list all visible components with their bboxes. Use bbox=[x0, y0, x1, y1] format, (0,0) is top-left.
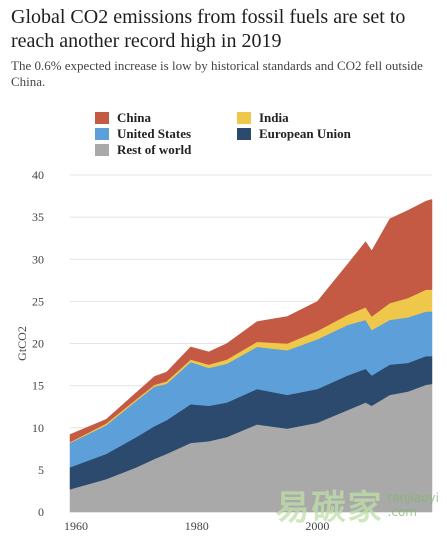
y-tick-label-8: 40 bbox=[32, 168, 44, 182]
x-tick-label-1: 1980 bbox=[185, 519, 209, 533]
legend-swatch-united-states bbox=[95, 128, 109, 140]
legend-label-rest-of-world: Rest of world bbox=[117, 142, 192, 157]
legend-item-united-states: United States bbox=[95, 126, 191, 142]
area-china bbox=[69, 199, 433, 443]
y-tick-label-3: 15 bbox=[32, 379, 44, 393]
watermark-latin-bottom: .com bbox=[387, 504, 417, 519]
y-tick-label-1: 5 bbox=[38, 463, 44, 477]
legend-item-rest-of-world: Rest of world bbox=[95, 142, 191, 158]
legend-swatch-china bbox=[95, 112, 109, 124]
y-tick-label-2: 10 bbox=[32, 421, 44, 435]
y-axis-label: GtCO2 bbox=[15, 326, 29, 361]
chart-plot: 0 5 10 15 20 25 30 35 40 1960 1980 2000 GtCO2 bbox=[15, 168, 433, 533]
legend-swatch-india bbox=[237, 112, 251, 124]
legend: China India United States European Union… bbox=[0, 110, 447, 160]
watermark-chinese: 易碳家 bbox=[275, 488, 384, 528]
legend-label-united-states: United States bbox=[117, 126, 192, 141]
watermark-latin: tanjiaoyi .com bbox=[388, 491, 439, 519]
chart-title: Global CO2 emissions from fossil fuels a… bbox=[11, 6, 406, 52]
legend-item-india: India bbox=[237, 110, 289, 126]
x-tick-label-0: 1960 bbox=[64, 519, 88, 533]
watermark: 易碳家 tanjiaoyi .com bbox=[276, 480, 439, 529]
legend-swatch-rest-of-world bbox=[95, 144, 109, 156]
legend-label-china: China bbox=[117, 110, 151, 125]
legend-swatch-european-union bbox=[237, 128, 251, 140]
y-tick-label-4: 20 bbox=[32, 337, 44, 351]
y-tick-label-5: 25 bbox=[32, 294, 44, 308]
legend-item-china: China bbox=[95, 110, 151, 126]
legend-label-india: India bbox=[259, 110, 289, 125]
y-tick-label-7: 35 bbox=[32, 210, 44, 224]
y-tick-label-0: 0 bbox=[38, 505, 44, 519]
y-tick-label-6: 30 bbox=[32, 252, 44, 266]
legend-label-european-union: European Union bbox=[259, 126, 351, 141]
legend-item-european-union: European Union bbox=[237, 126, 351, 142]
watermark-latin-top: tanjiaoyi bbox=[387, 490, 439, 505]
chart-subtitle: The 0.6% expected increase is low by his… bbox=[11, 58, 423, 89]
x-tick-label-2: 2000 bbox=[305, 519, 329, 533]
